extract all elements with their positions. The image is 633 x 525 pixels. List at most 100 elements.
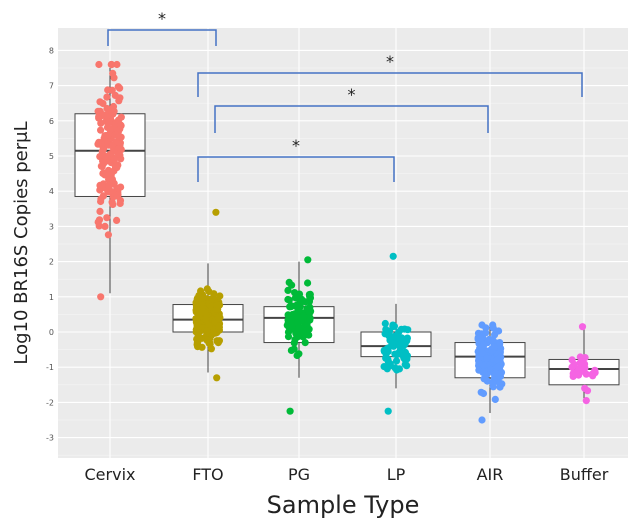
data-point	[403, 334, 411, 342]
significance-star: *	[158, 9, 166, 28]
data-point	[578, 323, 587, 331]
data-point	[115, 133, 123, 141]
data-point	[97, 126, 105, 134]
data-point	[213, 374, 221, 382]
significance-bracket: *	[214, 85, 489, 133]
data-point	[305, 291, 313, 299]
data-point	[478, 321, 486, 329]
data-point	[299, 312, 308, 320]
data-point	[489, 324, 497, 332]
data-point	[96, 181, 104, 189]
points-air	[474, 321, 506, 424]
data-point	[576, 359, 584, 367]
points-cervix	[94, 60, 125, 301]
data-point	[103, 93, 111, 101]
data-point	[97, 195, 105, 203]
data-point	[381, 347, 389, 355]
data-point	[95, 138, 103, 146]
data-point	[95, 60, 103, 69]
data-point	[475, 359, 483, 367]
data-point	[582, 370, 590, 378]
points-pg	[283, 256, 315, 415]
data-point	[290, 339, 298, 347]
significance-star: *	[292, 136, 300, 155]
data-point	[295, 350, 303, 358]
data-point	[97, 293, 105, 301]
data-point	[493, 356, 501, 364]
x-tick-label-cervix: Cervix	[85, 465, 136, 484]
y-tick-label: 8	[49, 46, 54, 55]
data-point	[482, 329, 490, 337]
data-point	[113, 216, 121, 224]
data-point	[392, 357, 401, 365]
y-tick-label: 7	[49, 82, 54, 91]
data-point	[105, 118, 113, 126]
data-point	[214, 301, 222, 309]
data-point	[290, 345, 298, 353]
data-point	[94, 107, 102, 115]
y-tick-label: 1	[49, 293, 54, 302]
data-point	[103, 214, 111, 222]
x-tick-label-fto: FTO	[192, 465, 223, 484]
data-point	[110, 74, 118, 82]
data-point	[110, 156, 118, 164]
data-point	[496, 383, 504, 391]
data-point	[478, 416, 486, 424]
data-point	[393, 366, 401, 374]
y-tick-label: 6	[49, 117, 54, 126]
y-tick-label: 5	[49, 152, 54, 161]
data-point	[99, 169, 107, 177]
data-point	[202, 315, 210, 323]
data-point	[203, 336, 211, 344]
data-point	[215, 322, 223, 330]
data-point	[193, 306, 201, 314]
data-point	[111, 91, 119, 99]
data-point	[483, 354, 491, 362]
data-point	[214, 313, 223, 321]
data-point	[207, 345, 215, 353]
data-point	[591, 369, 599, 377]
data-point	[404, 326, 412, 334]
data-point	[568, 356, 576, 364]
data-point	[116, 84, 124, 92]
data-point	[582, 397, 590, 405]
data-point	[113, 60, 121, 69]
data-point	[284, 286, 292, 294]
data-point	[105, 182, 113, 190]
data-point	[203, 285, 211, 293]
data-point	[210, 290, 218, 298]
data-point	[97, 119, 105, 127]
data-point	[386, 336, 394, 344]
data-point	[111, 163, 119, 171]
data-point	[403, 362, 411, 370]
data-point	[212, 208, 220, 216]
data-point	[104, 231, 112, 239]
data-point	[479, 389, 488, 398]
data-point	[117, 122, 125, 130]
data-point	[581, 364, 589, 372]
significance-star: *	[348, 85, 356, 104]
data-point	[193, 320, 201, 328]
data-point	[490, 343, 498, 351]
data-point	[480, 341, 488, 349]
data-point	[284, 333, 293, 341]
data-point	[108, 142, 116, 150]
bracket-line	[197, 156, 395, 182]
y-axis-ticks: 8 7 6 5 4 3 2 1 0 -1 -2 -3	[46, 46, 54, 442]
data-point	[397, 339, 405, 347]
data-point	[384, 407, 392, 415]
x-axis-title: Sample Type	[267, 491, 420, 519]
data-point	[568, 363, 576, 371]
y-axis-title: Log10 BR16S Copies perμL	[11, 121, 32, 364]
data-point	[305, 331, 313, 339]
x-tick-label-pg: PG	[288, 465, 310, 484]
data-point	[199, 294, 207, 302]
points-lp	[380, 252, 412, 415]
data-point	[203, 327, 211, 335]
data-point	[305, 325, 313, 333]
y-tick-label: -1	[46, 363, 54, 372]
data-point	[575, 365, 583, 373]
data-point	[476, 334, 484, 342]
data-point	[286, 407, 294, 415]
